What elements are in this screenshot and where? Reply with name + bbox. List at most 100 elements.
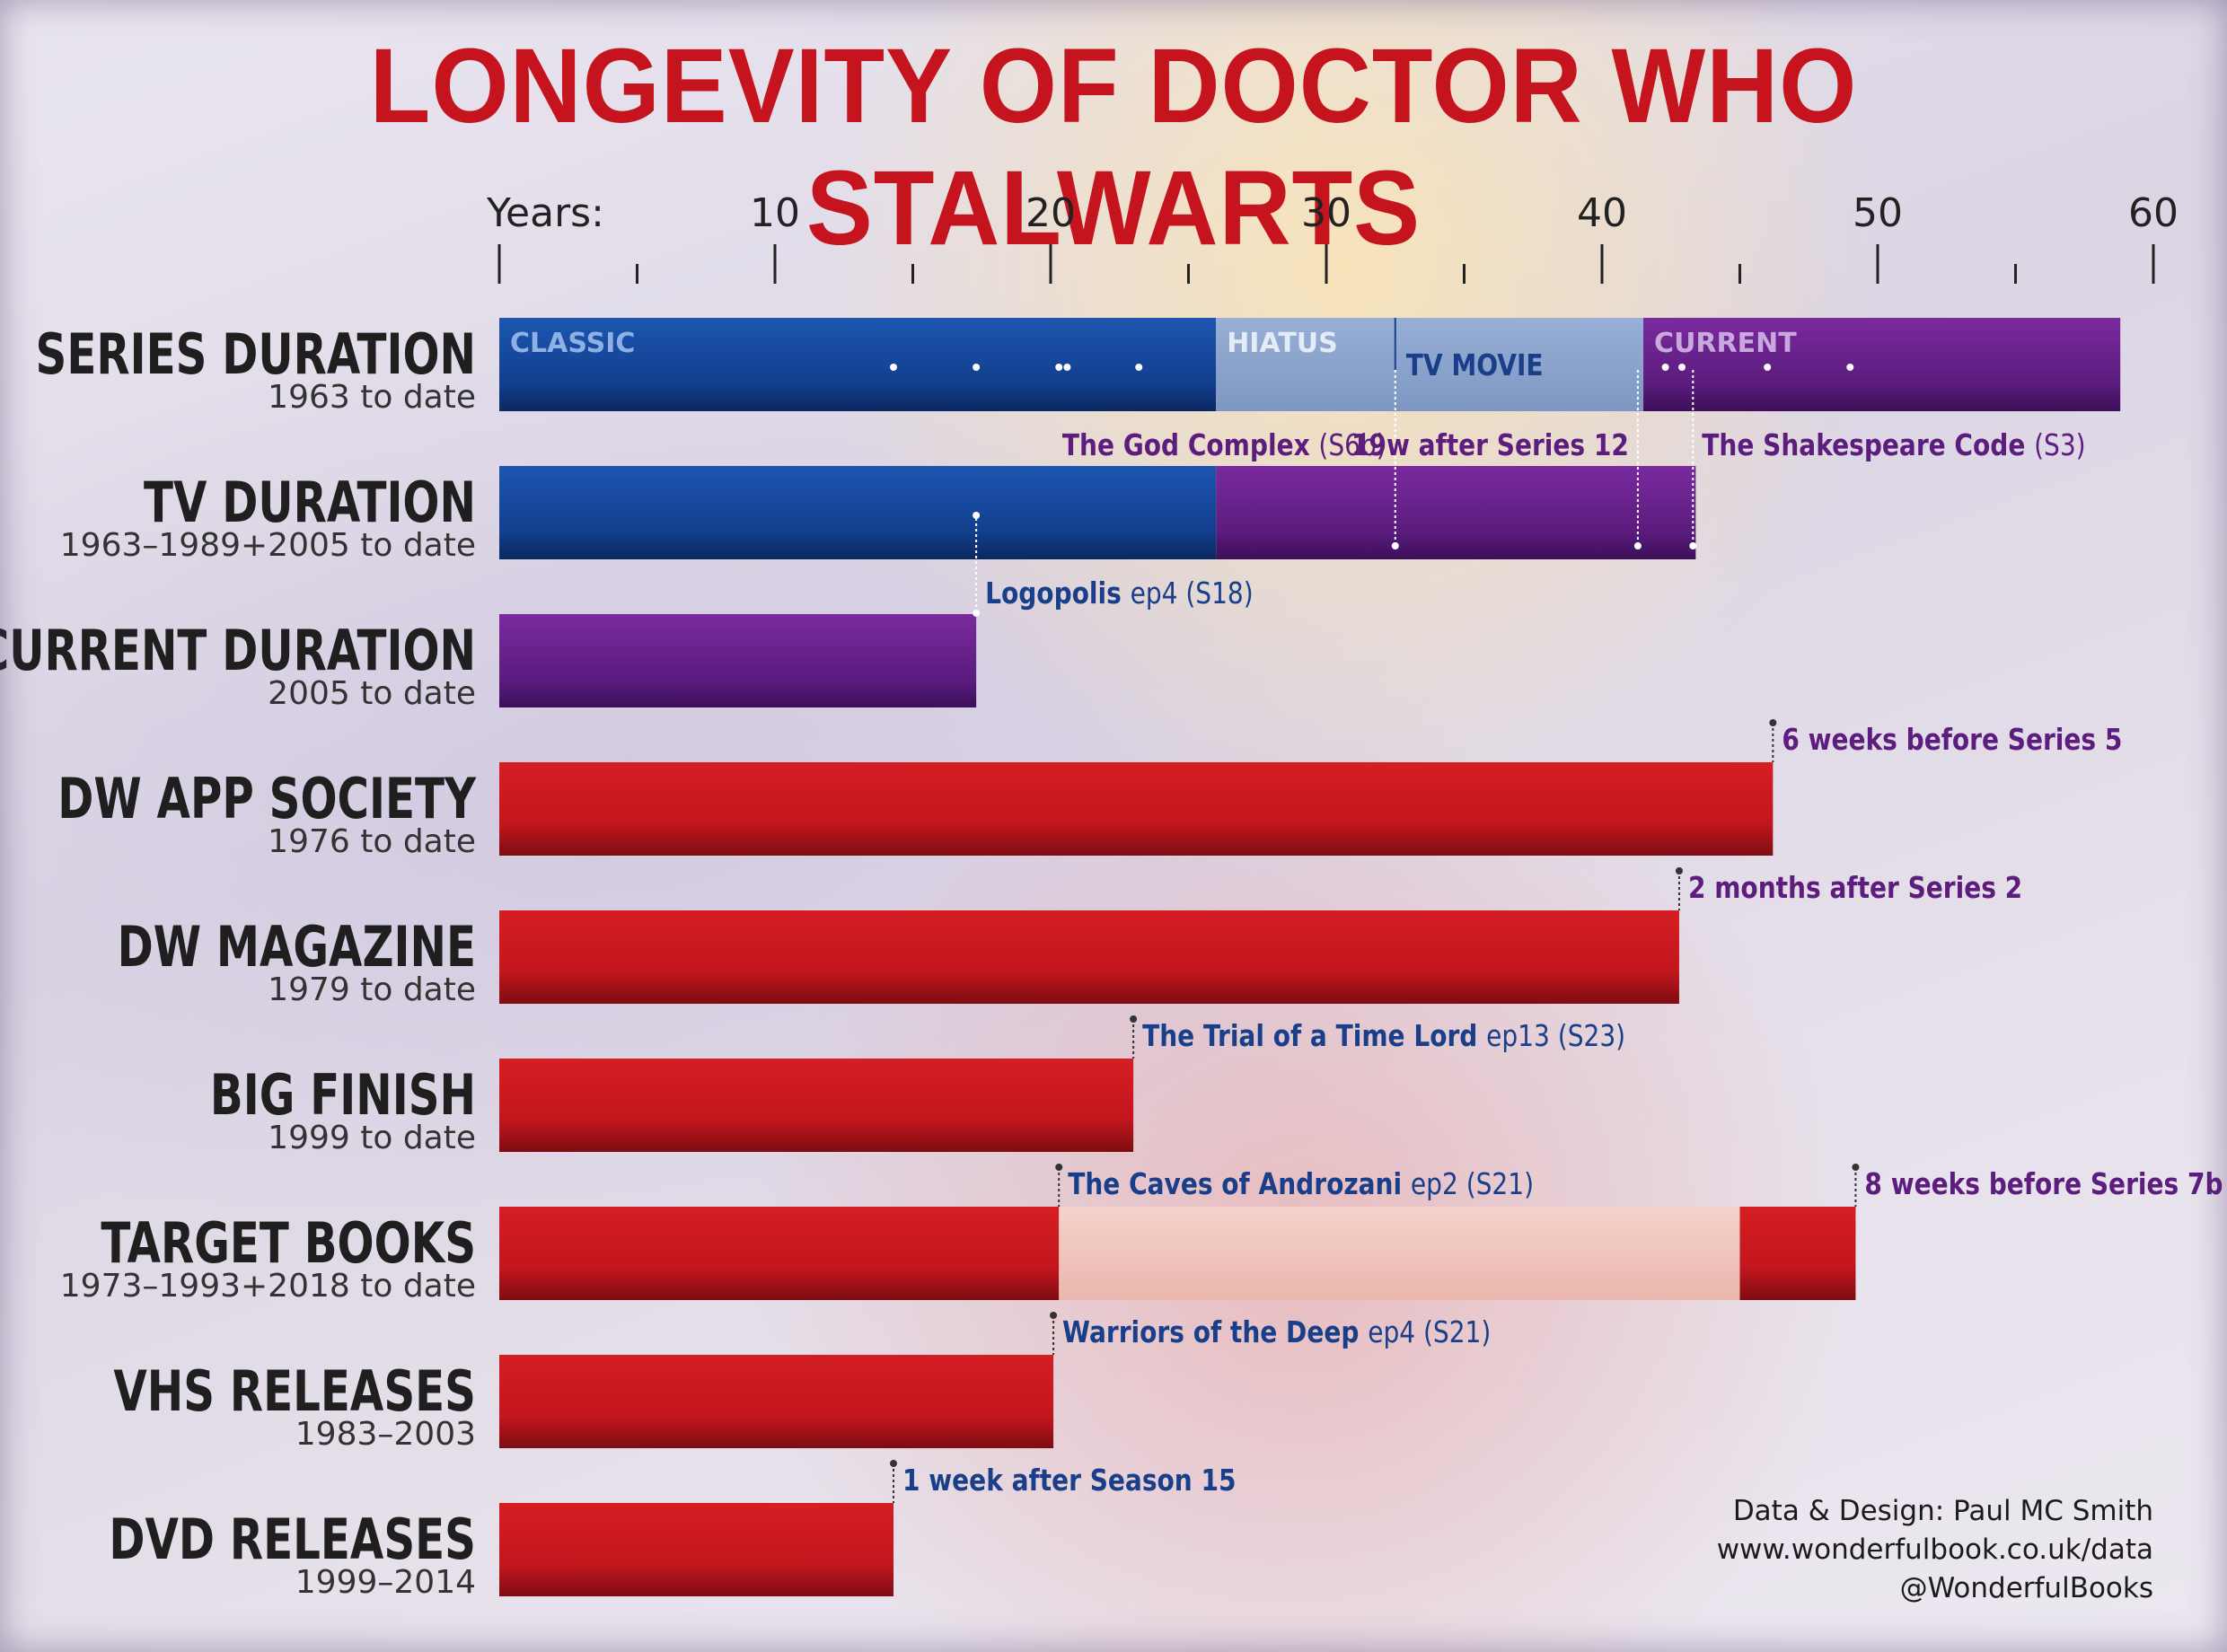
annotation-dot [1852, 1164, 1860, 1171]
axis-tick-label: 60 [2128, 190, 2179, 236]
row-sublabel: 1999–2014 [295, 1564, 476, 1601]
bar-segment [499, 614, 977, 707]
annotation: 1 week after Season 15 [890, 1460, 1237, 1503]
bar-segment [1216, 466, 1696, 559]
annotation-part: (S6b) [1318, 429, 1386, 463]
annotation-dot [973, 610, 981, 617]
credits-handle: @WonderfulBooks [1899, 1572, 2153, 1604]
event-dot [973, 512, 981, 519]
bar-segment [499, 318, 1217, 411]
annotation-label: The Trial of a Time Lord ep13 (S23) [1142, 1020, 1625, 1054]
annotation-dot [1633, 542, 1642, 549]
annotation-part: 19w after Series 12 [1351, 429, 1629, 463]
credits-author: Data & Design: Paul MC Smith [1732, 1495, 2153, 1527]
event-dot [1678, 364, 1686, 371]
axis-tick-label: 20 [1025, 190, 1076, 236]
annotation: The Trial of a Time Lord ep13 (S23) [1130, 1015, 1625, 1059]
bar-segment [499, 1503, 894, 1596]
annotation-part: ep2 (S21) [1411, 1168, 1534, 1202]
annotation-dot [1050, 1312, 1058, 1319]
row-label: DW MAGAZINE [118, 915, 476, 980]
event-dot [1764, 364, 1772, 371]
tv-movie-label: TV MOVIE [1406, 349, 1544, 383]
event-dot [1055, 364, 1063, 371]
annotation-part: ep4 (S18) [1131, 577, 1254, 611]
annotation-label: 19w after Series 12 [1351, 429, 1629, 463]
annotation: The God Complex (S6b) [1062, 370, 1399, 549]
axis-tick-label: 50 [1853, 190, 1903, 236]
row-label: VHS RELEASES [113, 1359, 476, 1424]
row-sublabel: 1973–1993+2018 to date [60, 1268, 476, 1305]
event-dot [1846, 364, 1854, 371]
annotation-dot [1769, 719, 1777, 726]
annotation-label: The Caves of Androzani ep2 (S21) [1068, 1168, 1534, 1202]
annotation-label: 1 week after Season 15 [902, 1464, 1237, 1498]
event-dot [1063, 364, 1071, 371]
axis-tick-label: 30 [1301, 190, 1351, 236]
event-dot [1135, 364, 1143, 371]
bar-segment [1216, 318, 1644, 411]
annotation-label: Warriors of the Deep ep4 (S21) [1062, 1316, 1491, 1350]
annotation-part: ep13 (S23) [1486, 1020, 1625, 1054]
event-dot [890, 364, 898, 371]
bar-segment [499, 1355, 1054, 1448]
annotation-dot [1675, 867, 1683, 874]
credits: Data & Design: Paul MC Smith www.wonderf… [1717, 1492, 2153, 1608]
annotation: Warriors of the Deep ep4 (S21) [1050, 1312, 1491, 1355]
bar-segment [499, 910, 1679, 1004]
segment-label: HIATUS [1227, 328, 1338, 359]
annotation-label: 6 weeks before Series 5 [1782, 724, 2122, 758]
annotation-label: The Shakespeare Code (S3) [1702, 429, 2085, 463]
annotation: 2 months after Series 2 [1675, 867, 2022, 910]
annotation: 19w after Series 12 [1351, 370, 1642, 549]
annotation: 6 weeks before Series 5 [1769, 719, 2122, 762]
annotation-part: 8 weeks before Series 7b [1864, 1168, 2223, 1202]
row-sublabel: 1963–1989+2005 to date [60, 527, 476, 564]
annotation: The Caves of Androzani ep2 (S21) [1055, 1164, 1534, 1207]
row-sublabel: 1979 to date [268, 971, 476, 1008]
annotation-part: 1 week after Season 15 [902, 1464, 1237, 1498]
annotation: The Shakespeare Code (S3) [1689, 370, 2086, 549]
annotation-dot [1055, 1164, 1063, 1171]
annotation-part: Logopolis [985, 577, 1130, 611]
row-label: BIG FINISH [210, 1063, 476, 1128]
row-sublabel: 1999 to date [268, 1120, 476, 1156]
annotation-part: The God Complex [1062, 429, 1319, 463]
annotation-dot [1391, 542, 1399, 549]
row-label: SERIES DURATION [36, 322, 476, 387]
annotation-label: 2 months after Series 2 [1688, 872, 2022, 906]
annotation-part: (S3) [2034, 429, 2086, 463]
annotation-part: ep4 (S21) [1368, 1316, 1491, 1350]
row-sublabel: 2005 to date [268, 675, 476, 712]
row-sublabel: 1963 to date [268, 379, 476, 416]
event-dot [1661, 364, 1669, 371]
annotation-part: The Caves of Androzani [1068, 1168, 1411, 1202]
bar-segment [499, 466, 1217, 559]
row-sublabel: 1983–2003 [295, 1416, 476, 1453]
bar-segment [499, 1207, 1060, 1300]
segment-label: CLASSIC [510, 328, 635, 359]
chart-title: LONGEVITY OF DOCTOR WHO STALWARTS [369, 27, 1858, 268]
row-label: DW APP SOCIETY [57, 767, 476, 831]
annotation-dot [890, 1460, 898, 1467]
annotation-label: Logopolis ep4 (S18) [985, 577, 1254, 611]
bar-segment [1059, 1207, 1740, 1300]
bar-segment [499, 1059, 1134, 1152]
bar-segment [1739, 1207, 1856, 1300]
segment-label: CURRENT [1654, 328, 1797, 359]
axis-tick-label: 40 [1577, 190, 1627, 236]
credits-url: www.wonderfulbook.co.uk/data [1716, 1533, 2153, 1566]
annotation-dot [1689, 542, 1697, 549]
row-label: DVD RELEASES [109, 1507, 476, 1572]
bar-segment [1643, 318, 2121, 411]
annotation-part: Warriors of the Deep [1062, 1316, 1368, 1350]
annotation: Logopolis ep4 (S18) [973, 518, 1254, 617]
axis-title: Years: [486, 190, 604, 236]
annotation-label: The God Complex (S6b) [1062, 429, 1386, 463]
